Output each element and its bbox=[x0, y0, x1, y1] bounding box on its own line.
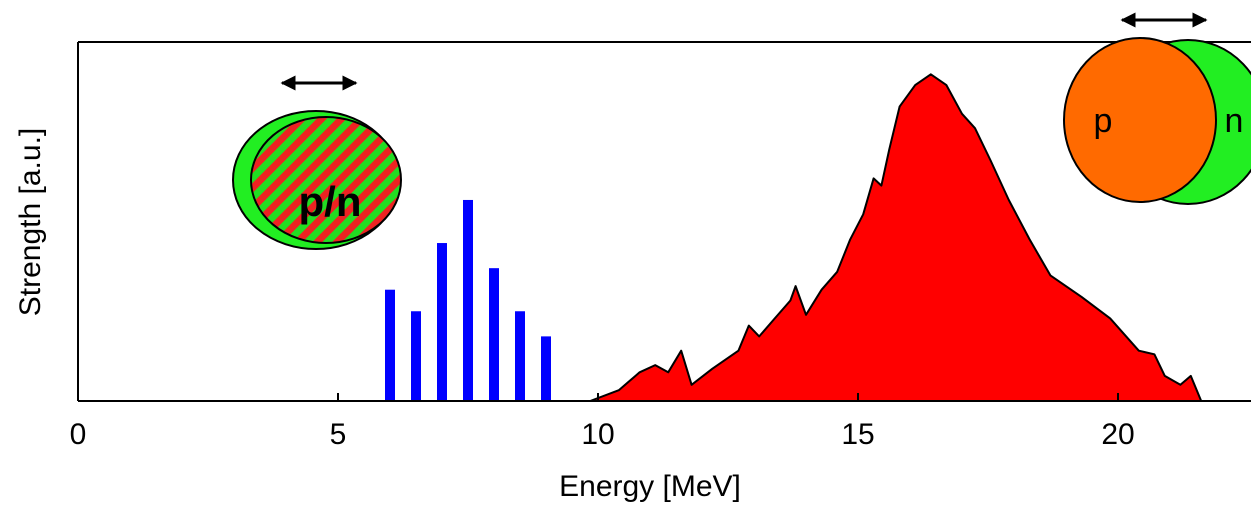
proton-sphere bbox=[1063, 37, 1217, 203]
x-tick-label: 10 bbox=[581, 418, 614, 451]
inset-label: p bbox=[1094, 102, 1113, 140]
inset-label: p/n bbox=[299, 178, 362, 225]
plot-area bbox=[385, 73, 1203, 402]
inset-opposite-phase: p n bbox=[1063, 12, 1251, 205]
y-axis-label: Strength [a.u.] bbox=[14, 128, 47, 316]
bar bbox=[411, 311, 421, 401]
bar bbox=[437, 243, 447, 401]
bar bbox=[541, 336, 551, 401]
x-tick-label: 0 bbox=[70, 418, 87, 451]
bar bbox=[489, 268, 499, 401]
mixed-core bbox=[250, 116, 402, 244]
area bbox=[589, 73, 1203, 402]
x-tick-label: 5 bbox=[330, 418, 347, 451]
bar bbox=[463, 199, 473, 401]
x-tick-label: 20 bbox=[1101, 418, 1134, 451]
inset-same-phase: p/n bbox=[232, 75, 402, 250]
bar bbox=[385, 289, 395, 401]
x-tick-label: 15 bbox=[841, 418, 874, 451]
x-axis-label: Energy [MeV] bbox=[559, 470, 741, 503]
inset-label: n bbox=[1225, 102, 1244, 140]
bar bbox=[515, 311, 525, 401]
